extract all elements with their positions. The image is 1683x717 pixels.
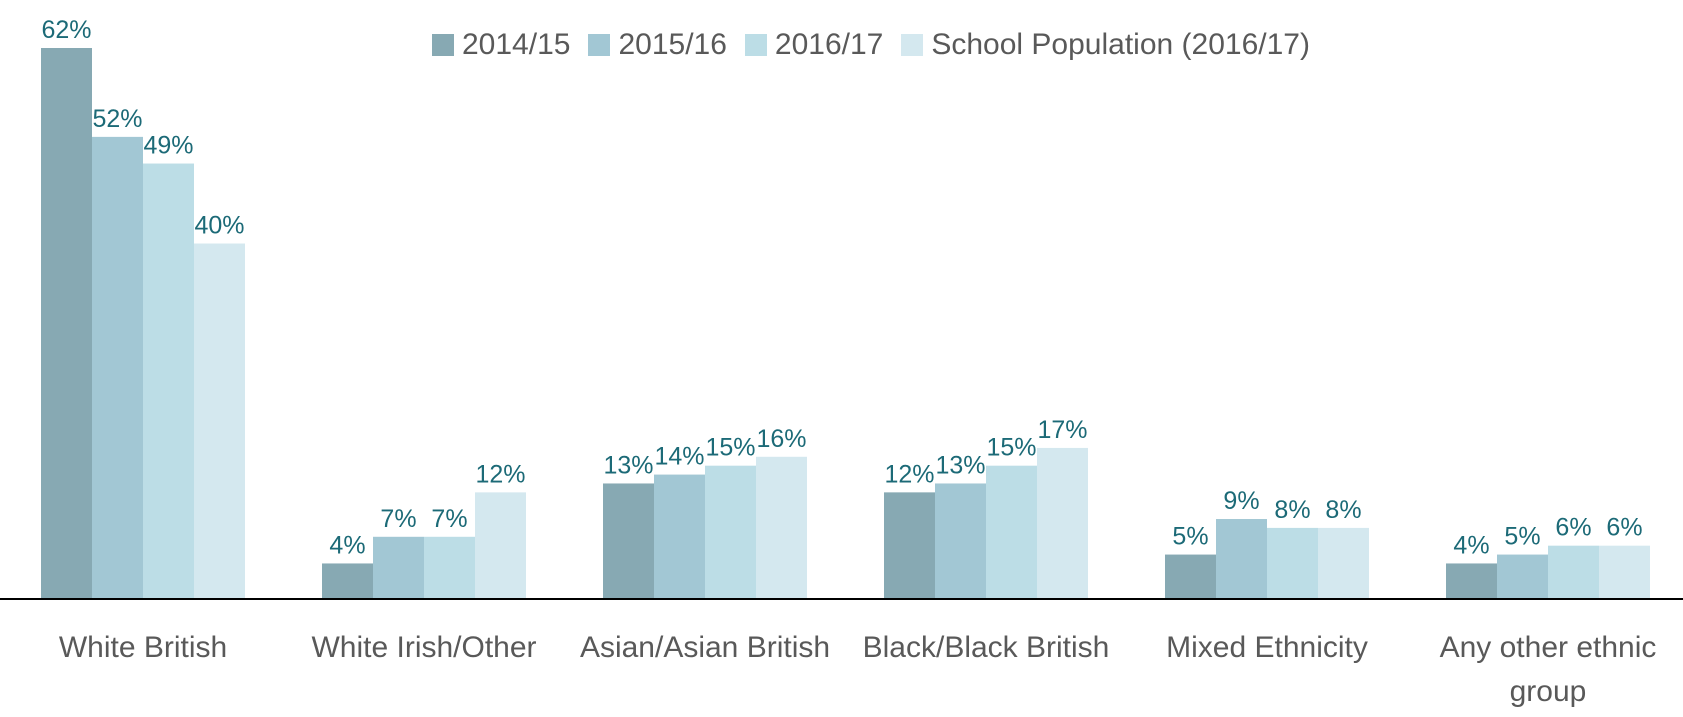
bar	[143, 163, 194, 599]
bar	[475, 492, 526, 599]
data-label: 17%	[1037, 416, 1087, 444]
legend-label: 2014/15	[462, 28, 571, 61]
legend-swatch	[744, 34, 767, 56]
x-tick-label: Black/Black British	[862, 631, 1110, 664]
data-label: 8%	[1274, 496, 1310, 524]
legend: 2014/15 2015/16 2016/17 School Population (…	[432, 28, 1310, 62]
data-label: 6%	[1555, 514, 1591, 542]
x-tick-label: Any other ethnic group	[1439, 631, 1657, 708]
data-label: 13%	[935, 451, 985, 479]
bar	[373, 536, 424, 599]
x-tick-label: Mixed Ethnicity	[1166, 631, 1368, 664]
data-label: 9%	[1223, 487, 1259, 515]
bar	[603, 483, 654, 599]
bar	[1318, 527, 1369, 599]
bar	[1165, 554, 1216, 599]
bar	[1037, 447, 1088, 599]
legend-item: 2014/15	[432, 28, 570, 62]
bar	[1446, 563, 1497, 599]
data-label: 8%	[1325, 496, 1361, 524]
bar	[194, 243, 245, 600]
data-label: 14%	[654, 443, 704, 471]
data-label: 15%	[705, 434, 755, 462]
bar	[884, 492, 935, 599]
data-label: 7%	[431, 505, 467, 533]
data-label: 40%	[194, 212, 244, 240]
data-label: 5%	[1504, 523, 1540, 551]
data-label: 13%	[603, 451, 653, 479]
bar	[41, 48, 92, 599]
x-tick-label: Asian/Asian British	[579, 631, 831, 664]
data-label: 5%	[1172, 523, 1208, 551]
bar	[986, 465, 1037, 599]
bar	[1548, 545, 1599, 599]
bar	[92, 136, 143, 599]
data-label: 4%	[1453, 531, 1489, 559]
x-tick-label: White Irish/Other	[311, 631, 537, 664]
data-label: 12%	[884, 460, 934, 488]
data-label: 12%	[475, 460, 525, 488]
bar	[424, 536, 475, 599]
bar	[1267, 527, 1318, 599]
data-label: 16%	[756, 425, 806, 453]
legend-label: 2016/17	[774, 28, 884, 61]
legend-swatch	[901, 34, 924, 56]
bar	[1216, 519, 1267, 599]
bar	[1599, 545, 1650, 599]
data-label: 15%	[986, 434, 1036, 462]
bar	[1497, 554, 1548, 599]
bar	[935, 483, 986, 599]
data-label: 49%	[143, 132, 193, 160]
bar	[322, 563, 373, 599]
legend-label: School Population (2016/17)	[931, 28, 1310, 61]
bar	[756, 456, 807, 599]
bar	[705, 465, 756, 599]
x-tick-label: White British	[58, 631, 228, 664]
legend-label: 2015/16	[618, 28, 727, 61]
data-label: 7%	[380, 505, 416, 533]
legend-item: School Population (2016/17)	[901, 28, 1310, 62]
data-label: 4%	[329, 531, 365, 559]
bar	[654, 474, 705, 599]
legend-swatch	[432, 34, 454, 56]
legend-swatch	[588, 34, 611, 56]
legend-item: 2015/16	[588, 28, 727, 62]
data-label: 62%	[41, 16, 91, 44]
data-label: 6%	[1606, 514, 1642, 542]
legend-item: 2016/17	[744, 28, 884, 62]
data-label: 52%	[92, 105, 142, 133]
